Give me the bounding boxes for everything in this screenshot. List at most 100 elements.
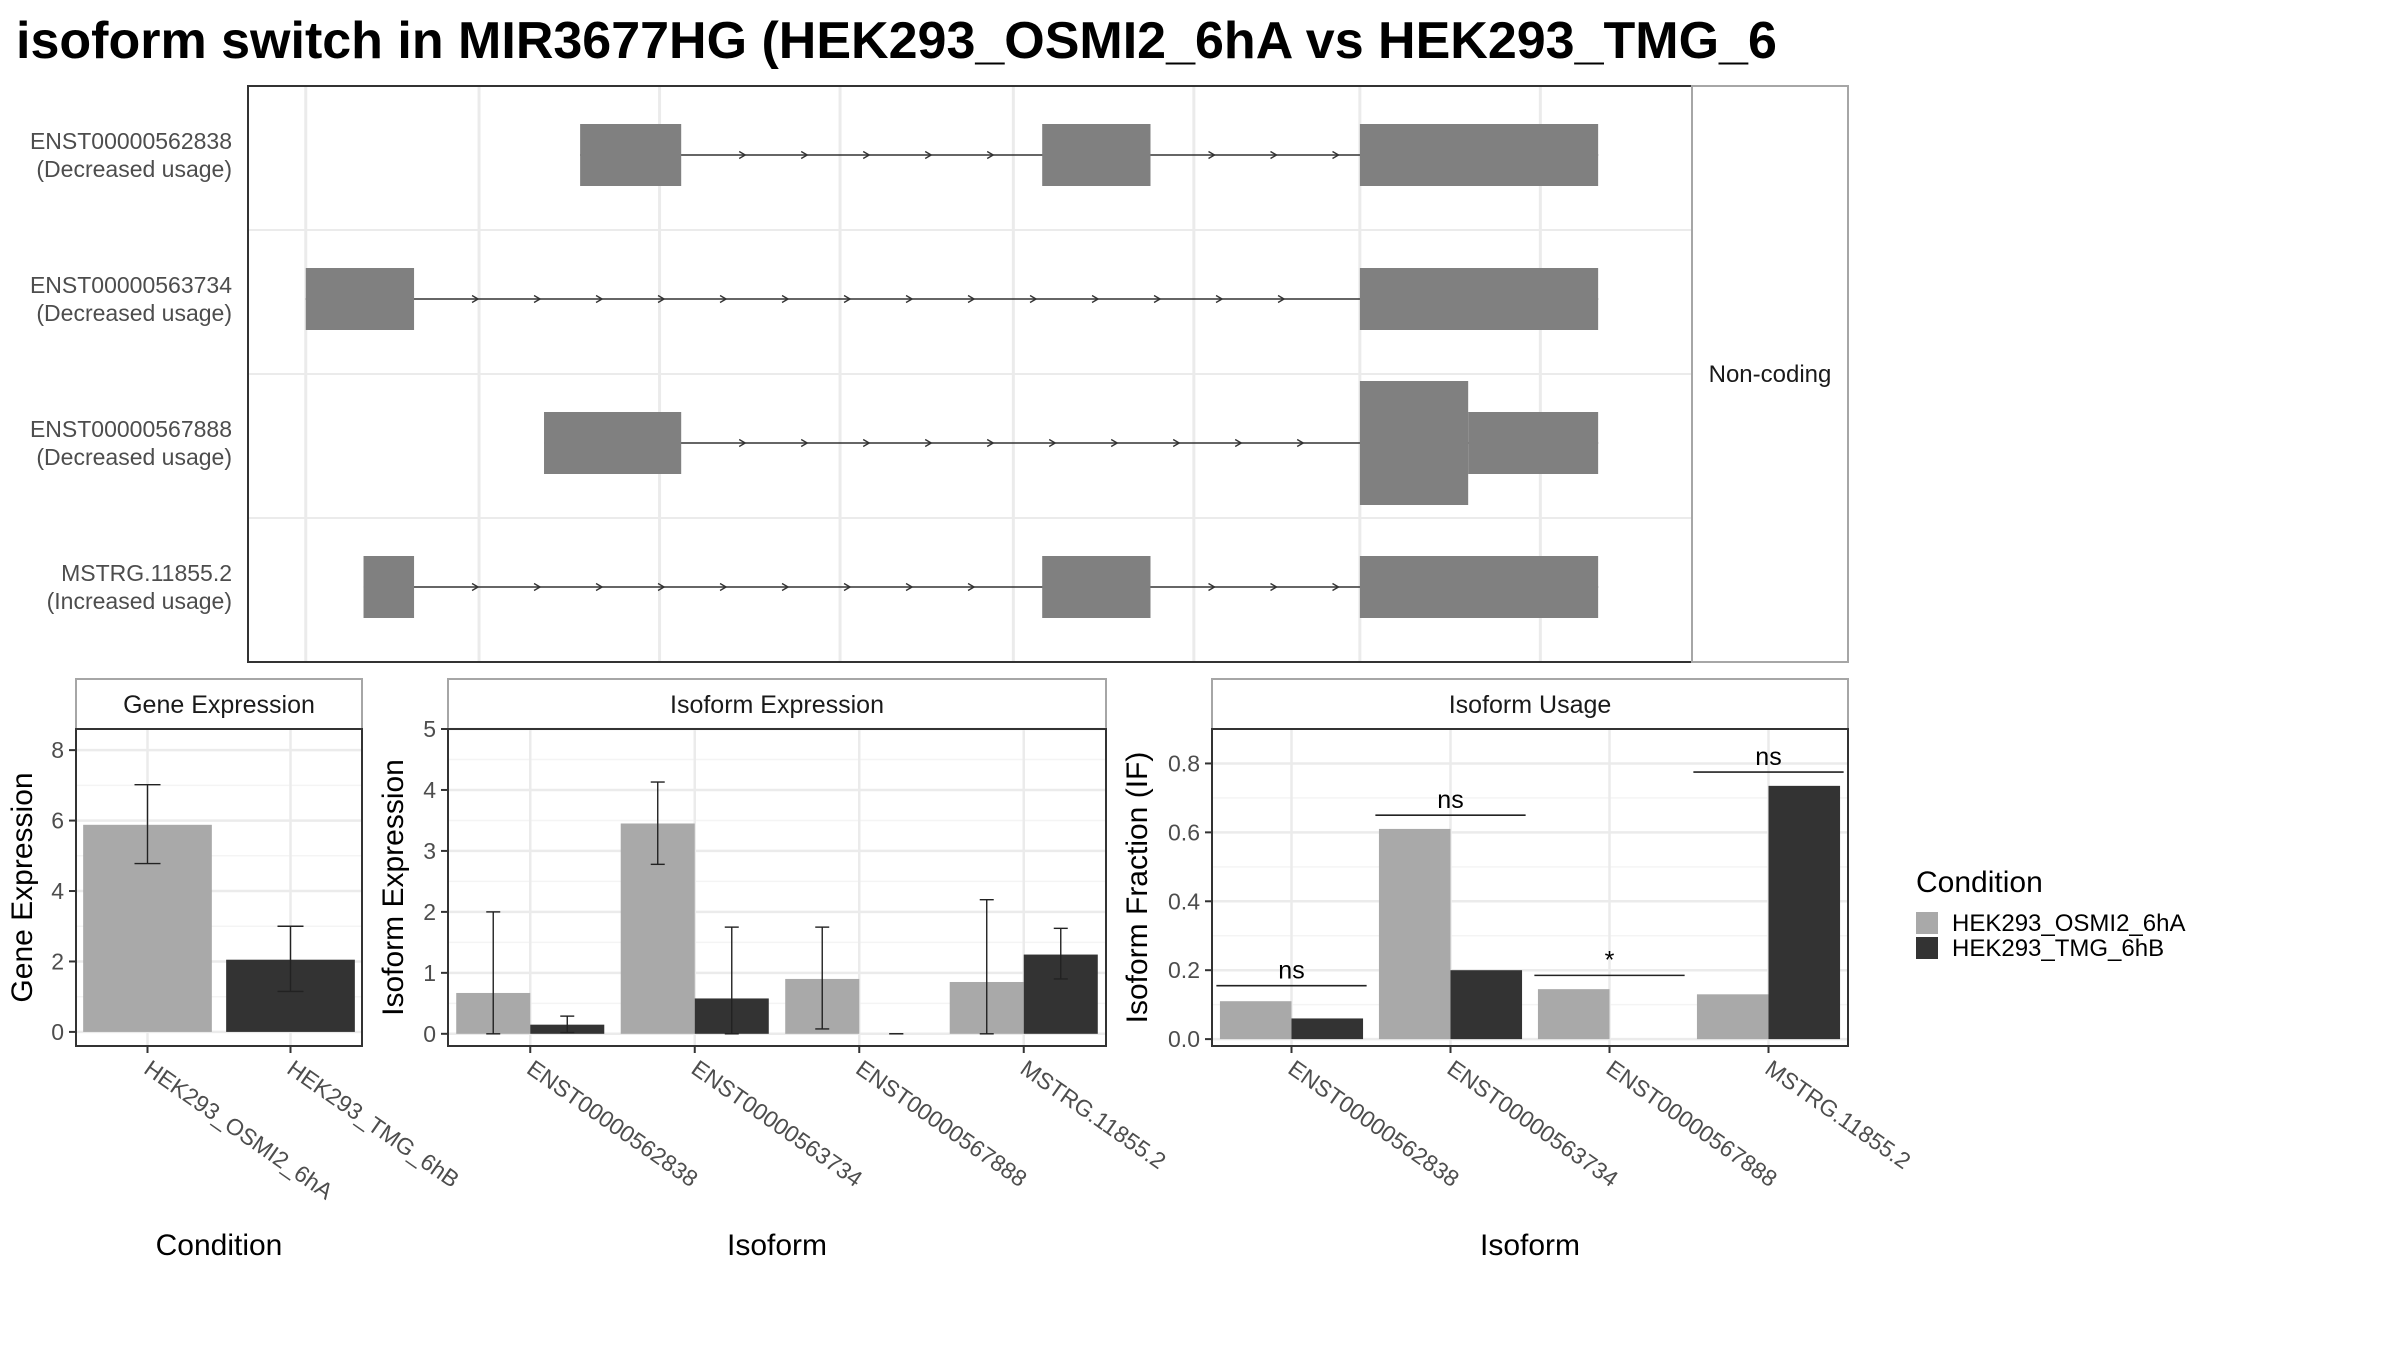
strand-arrow bbox=[1270, 582, 1278, 592]
panel-border bbox=[75, 728, 363, 1047]
exon-block bbox=[1359, 124, 1599, 186]
strand-arrow bbox=[471, 582, 480, 592]
x-tick-label: ENST00000567888 bbox=[1602, 1055, 1782, 1192]
y-tick-label: 0.4 bbox=[1168, 888, 1200, 914]
x-tick-label: ENST00000563734 bbox=[1443, 1055, 1624, 1192]
strand-arrow bbox=[738, 150, 747, 160]
transcript-label: MSTRG.11855.2 bbox=[61, 560, 232, 586]
strand-arrow bbox=[1215, 294, 1224, 304]
strand-arrow bbox=[905, 294, 914, 304]
strand-arrow bbox=[1110, 438, 1119, 448]
strand-arrow bbox=[986, 150, 995, 160]
legend-swatch bbox=[1916, 912, 1938, 934]
strand-arrow bbox=[862, 438, 871, 448]
strand-arrow bbox=[595, 294, 604, 304]
y-tick-label: 4 bbox=[423, 777, 436, 803]
transcript-structure-panel: ENST00000562838(Decreased usage)ENST0000… bbox=[30, 85, 1849, 663]
facet-strip-label: Non-coding bbox=[1709, 361, 1832, 388]
legend-entry: HEK293_TMG_6hB bbox=[1952, 935, 2164, 962]
panel-strip bbox=[75, 678, 363, 730]
panel-border bbox=[447, 728, 1107, 1047]
x-tick-label: ENST00000563734 bbox=[687, 1055, 868, 1192]
strand-arrow bbox=[843, 582, 852, 592]
transcript-usage-label: (Increased usage) bbox=[47, 588, 232, 614]
legend-entry: HEK293_OSMI2_6hA bbox=[1952, 910, 2185, 937]
y-tick-label: 4 bbox=[51, 878, 64, 904]
strand-arrow bbox=[1296, 438, 1305, 448]
y-axis-title: Isoform Expression bbox=[377, 759, 410, 1016]
strand-arrow bbox=[986, 438, 995, 448]
strand-arrow bbox=[533, 582, 542, 592]
strand-arrow bbox=[967, 294, 976, 304]
strand-arrow bbox=[1048, 438, 1057, 448]
strand-arrow bbox=[800, 150, 809, 160]
isoform-usage-panel: Isoform Usage ns ns * ns 0.0 0.2 0.4 0.6 0.8 ENST0… bbox=[1121, 678, 1916, 1262]
transcript-usage-label: (Decreased usage) bbox=[36, 300, 232, 326]
bar bbox=[1378, 828, 1451, 1040]
y-tick-label: 0.2 bbox=[1168, 957, 1200, 983]
panel-strip bbox=[447, 678, 1107, 730]
x-axis-title: Condition bbox=[156, 1229, 283, 1262]
y-tick-label: 0 bbox=[51, 1019, 64, 1045]
panel-title: Isoform Usage bbox=[1449, 691, 1612, 719]
exon-block bbox=[1042, 556, 1151, 618]
y-tick-label: 8 bbox=[51, 737, 64, 763]
x-tick-label: ENST00000562838 bbox=[1284, 1055, 1464, 1192]
figure-title: isoform switch in MIR3677HG (HEK293_OSMI… bbox=[16, 12, 1777, 70]
y-tick-label: 0.0 bbox=[1168, 1026, 1200, 1052]
isoform-expression-panel: Isoform Expression012345ENST00000562838E… bbox=[377, 678, 1171, 1262]
transcript-label: ENST00000563734 bbox=[30, 272, 232, 298]
y-tick-label: 0.8 bbox=[1168, 750, 1200, 776]
exon-block bbox=[580, 124, 682, 186]
strand-arrow bbox=[1172, 438, 1181, 448]
exon-block bbox=[1042, 124, 1151, 186]
strand-arrow bbox=[1029, 294, 1038, 304]
strand-arrow bbox=[1153, 294, 1162, 304]
strand-arrow bbox=[1332, 582, 1340, 592]
x-tick-label: ENST00000562838 bbox=[522, 1055, 702, 1192]
significance-label: * bbox=[1605, 946, 1615, 974]
strand-arrow bbox=[781, 294, 790, 304]
significance-label: ns bbox=[1278, 957, 1304, 985]
strand-arrow bbox=[719, 294, 728, 304]
exon-block bbox=[544, 412, 682, 474]
strand-arrow bbox=[595, 582, 604, 592]
strand-arrow bbox=[862, 150, 871, 160]
strand-arrow bbox=[738, 438, 747, 448]
significance-label: ns bbox=[1437, 786, 1463, 814]
x-tick-label: MSTRG.11855.2 bbox=[1761, 1055, 1916, 1174]
transcript-usage-label: (Decreased usage) bbox=[36, 444, 232, 470]
strand-arrow bbox=[471, 294, 480, 304]
strand-arrow bbox=[533, 294, 542, 304]
y-tick-label: 5 bbox=[423, 716, 436, 742]
bar bbox=[1537, 989, 1610, 1040]
legend-swatch bbox=[1916, 937, 1938, 959]
exon-block bbox=[305, 268, 415, 330]
y-tick-label: 6 bbox=[51, 808, 64, 834]
panel-title: Gene Expression bbox=[123, 691, 315, 719]
strand-arrow bbox=[1234, 438, 1243, 448]
strand-arrow bbox=[1091, 294, 1100, 304]
bar bbox=[1696, 994, 1769, 1040]
exon-block bbox=[1359, 556, 1599, 618]
x-tick-label: MSTRG.11855.2 bbox=[1016, 1055, 1171, 1174]
bar bbox=[1219, 1001, 1292, 1040]
strand-arrow bbox=[657, 294, 666, 304]
significance-label: ns bbox=[1755, 743, 1781, 771]
y-tick-label: 2 bbox=[423, 899, 436, 925]
y-axis-title: Gene Expression bbox=[6, 772, 39, 1002]
strand-arrow bbox=[719, 582, 728, 592]
strand-arrow bbox=[967, 582, 976, 592]
y-tick-label: 0.6 bbox=[1168, 819, 1200, 845]
y-tick-label: 3 bbox=[423, 838, 436, 864]
y-tick-label: 2 bbox=[51, 948, 64, 974]
exon-block bbox=[1359, 268, 1599, 330]
y-tick-label: 0 bbox=[423, 1021, 436, 1047]
strand-arrow bbox=[657, 582, 666, 592]
panel-border bbox=[1211, 728, 1849, 1047]
strand-arrow bbox=[1277, 294, 1286, 304]
exon-block bbox=[1359, 381, 1469, 505]
x-tick-label: ENST00000567888 bbox=[851, 1055, 1031, 1192]
